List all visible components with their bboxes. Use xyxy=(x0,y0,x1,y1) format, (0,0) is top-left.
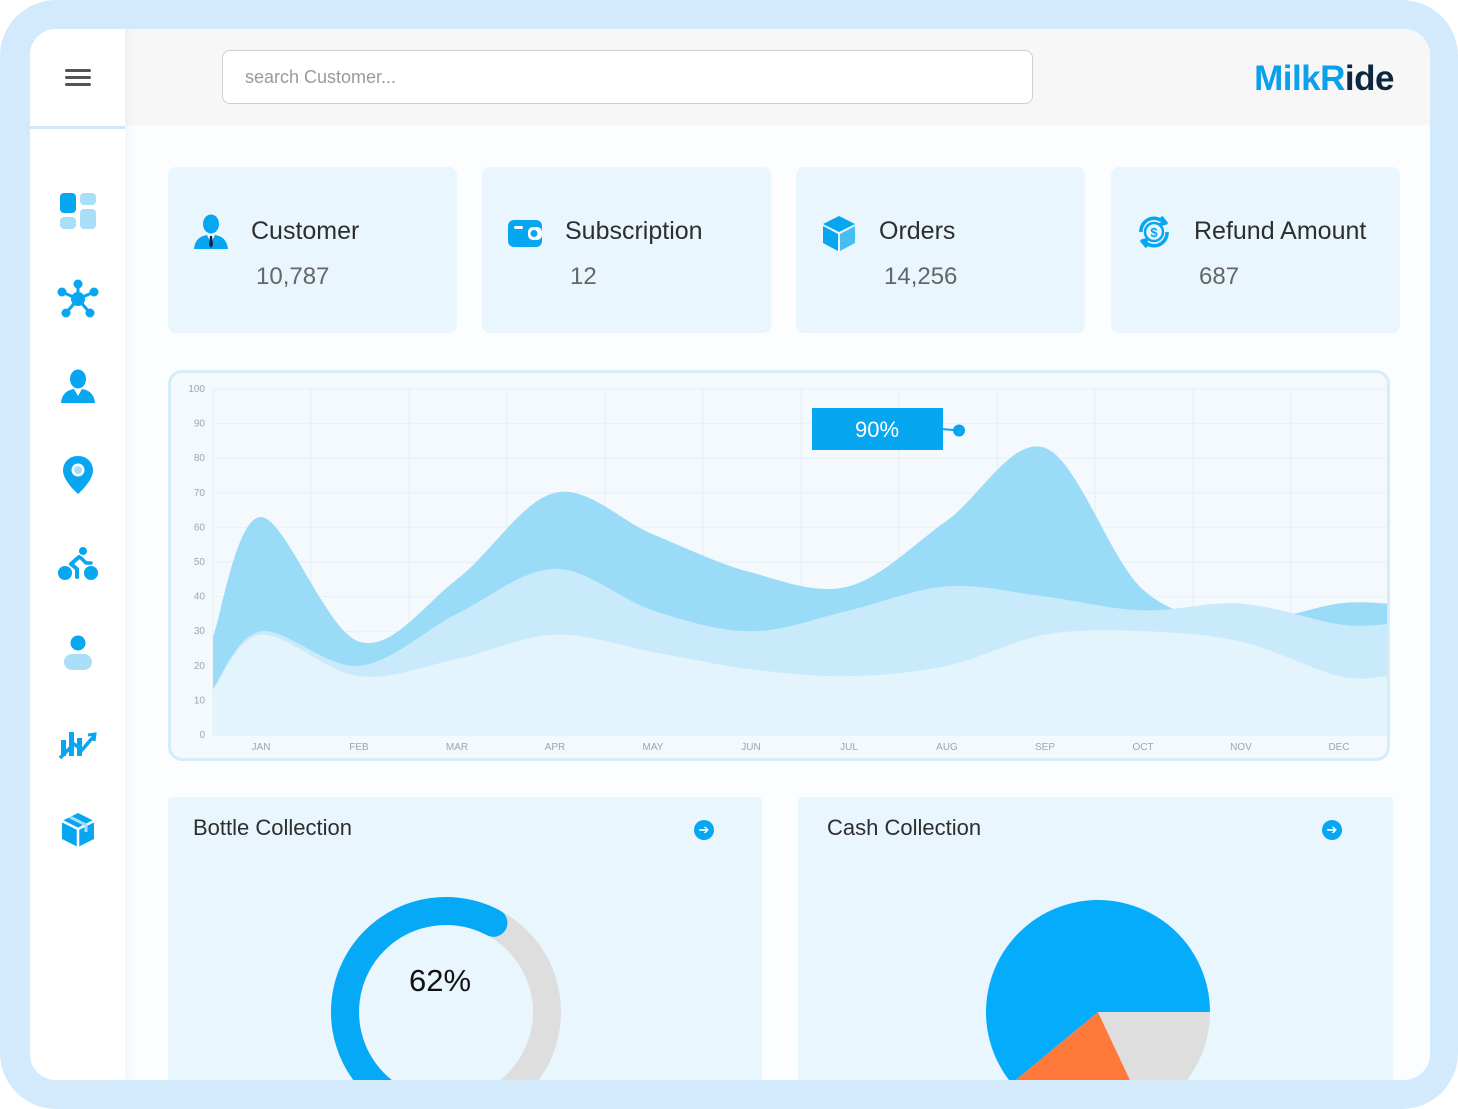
refund-dollar-icon: $ xyxy=(1139,215,1169,249)
analytics-icon xyxy=(58,732,97,760)
svg-text:$: $ xyxy=(1150,225,1158,240)
user-icon xyxy=(60,369,95,403)
stat-value: 687 xyxy=(1199,263,1240,290)
arrow-right-icon[interactable]: ➔ xyxy=(694,820,714,840)
brand-logo-part1: MilkR xyxy=(1254,59,1345,98)
panel-title: Bottle Collection xyxy=(193,815,352,840)
dashboard-icon xyxy=(59,193,96,229)
x-tick-label: JAN xyxy=(252,742,271,753)
donut-progress-arc xyxy=(331,897,561,1080)
bottle-donut-chart xyxy=(331,897,561,1080)
app-screen: MilkRide Customer 10,787 Subscription 12 xyxy=(30,29,1430,1080)
pie-slice-3 xyxy=(1098,1012,1210,1080)
top-bar: MilkRide xyxy=(125,29,1430,125)
x-tick-label: JUN xyxy=(741,742,760,753)
bottle-collection-panel: Bottle Collection ➔ 62% xyxy=(168,797,762,1080)
sidebar-item-users[interactable] xyxy=(30,359,125,415)
pie-slice-1 xyxy=(986,900,1210,1080)
x-tick-label: SEP xyxy=(1035,742,1055,753)
brand-logo-part2: ide xyxy=(1344,59,1395,98)
sidebar-item-analytics[interactable] xyxy=(30,713,125,769)
hamburger-icon xyxy=(64,65,91,90)
box-icon xyxy=(823,216,855,251)
x-tick-label: OCT xyxy=(1132,742,1153,753)
y-tick-label: 60 xyxy=(194,522,206,533)
stat-card-refund[interactable]: $ Refund Amount 687 xyxy=(1111,167,1400,333)
x-tick-label: AUG xyxy=(936,742,958,753)
stat-card-orders[interactable]: Orders 14,256 xyxy=(796,167,1085,333)
network-icon xyxy=(57,279,98,318)
area-series-3 xyxy=(213,630,1387,735)
stat-card-customer[interactable]: Customer 10,787 xyxy=(168,167,457,333)
x-tick-label: MAY xyxy=(643,742,664,753)
package-icon xyxy=(60,813,95,847)
y-tick-label: 0 xyxy=(199,730,205,741)
annotation-label: 90% xyxy=(855,417,899,442)
stat-value: 14,256 xyxy=(884,263,958,290)
y-tick-label: 100 xyxy=(188,384,205,395)
x-tick-label: DEC xyxy=(1328,742,1349,753)
y-tick-label: 70 xyxy=(194,488,206,499)
x-tick-label: APR xyxy=(545,742,566,753)
stat-label: Subscription xyxy=(565,217,703,245)
y-tick-label: 40 xyxy=(194,592,206,603)
menu-toggle-button[interactable] xyxy=(30,29,125,129)
delivery-bike-icon xyxy=(57,547,98,580)
x-tick-label: JUL xyxy=(840,742,858,753)
sidebar-item-products[interactable] xyxy=(30,802,125,858)
stat-label: Refund Amount xyxy=(1194,217,1367,245)
y-tick-label: 10 xyxy=(194,695,206,706)
y-tick-label: 90 xyxy=(194,419,206,430)
y-tick-label: 80 xyxy=(194,453,206,464)
x-tick-label: MAR xyxy=(446,742,468,753)
area-chart-svg: 0 10 20 30 40 50 60 70 80 90 100 JAN FEB MAR APR MAY JUN… xyxy=(188,384,1387,753)
person-icon xyxy=(63,635,92,670)
y-tick-label: 30 xyxy=(194,626,206,637)
donut-percent-label: 62% xyxy=(408,963,472,998)
wallet-icon xyxy=(508,220,542,247)
cash-pie-chart xyxy=(986,900,1210,1080)
pie-slice-2 xyxy=(1015,1012,1130,1080)
sidebar-item-dashboard[interactable] xyxy=(30,183,125,239)
x-tick-label: NOV xyxy=(1230,742,1252,753)
y-tick-label: 20 xyxy=(194,661,206,672)
customer-icon xyxy=(194,214,228,249)
sidebar-item-delivery[interactable] xyxy=(30,536,125,592)
sidebar-item-locations[interactable] xyxy=(30,447,125,503)
stat-label: Customer xyxy=(251,217,360,245)
x-tick-label: FEB xyxy=(349,742,369,753)
location-pin-icon xyxy=(62,456,93,494)
cash-collection-panel: Cash Collection ➔ xyxy=(798,797,1393,1080)
sidebar-item-network[interactable] xyxy=(30,271,125,327)
stat-label: Orders xyxy=(879,217,956,245)
search-input[interactable] xyxy=(222,50,1033,104)
stat-value: 10,787 xyxy=(256,263,330,290)
arrow-right-icon[interactable]: ➔ xyxy=(1322,820,1342,840)
annotation-badge xyxy=(812,408,943,450)
sidebar xyxy=(30,29,125,1080)
brand-logo: MilkRide xyxy=(1254,59,1394,99)
stat-card-subscription[interactable]: Subscription 12 xyxy=(482,167,771,333)
annotation-point xyxy=(953,424,965,437)
y-tick-label: 50 xyxy=(194,557,206,568)
stat-value: 12 xyxy=(570,263,597,290)
area-chart: 0 10 20 30 40 50 60 70 80 90 100 JAN FEB MAR APR MAY JUN… xyxy=(168,370,1390,761)
sidebar-item-profile[interactable] xyxy=(30,625,125,681)
panel-title: Cash Collection xyxy=(827,815,982,840)
